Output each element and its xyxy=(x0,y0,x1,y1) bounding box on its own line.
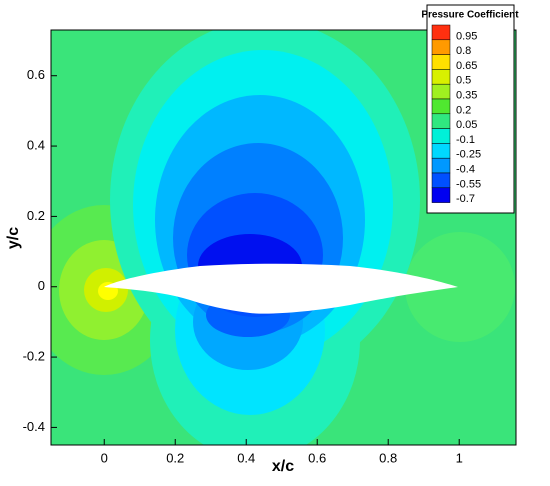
colorbar-label: -0.25 xyxy=(456,149,481,161)
colorbar-label: 0.35 xyxy=(456,90,477,102)
y-tick-label: -0.4 xyxy=(23,419,45,434)
colorbar-swatch xyxy=(431,69,451,85)
colorbar-label: 0.05 xyxy=(456,119,477,131)
colorbar-label: 0.5 xyxy=(456,75,471,87)
y-tick-label: 0 xyxy=(38,278,45,293)
colorbar-swatch xyxy=(431,157,451,174)
y-tick-label: 0.2 xyxy=(27,208,45,223)
colorbar-label: 0.2 xyxy=(456,104,471,116)
colorbar-label: -0.55 xyxy=(456,178,481,190)
colorbar-swatch xyxy=(431,39,451,55)
colorbar-swatch xyxy=(431,128,451,144)
x-tick-label: 0.8 xyxy=(379,450,397,465)
colorbar: Pressure Coefficient 0.95 0.8 0.65 0.5 0.35 0… xyxy=(421,4,519,214)
y-tick-label: -0.2 xyxy=(23,349,45,364)
colorbar-swatch xyxy=(431,83,451,100)
y-tick-label: 0.4 xyxy=(27,137,45,152)
x-tick-label: 0.4 xyxy=(237,450,255,465)
colorbar-swatch xyxy=(431,24,451,41)
colorbar-swatch xyxy=(431,187,451,203)
y-axis-label: y/c xyxy=(5,227,22,249)
airfoil xyxy=(104,263,458,314)
y-tick-label: 0.6 xyxy=(27,67,45,82)
colorbar-swatch xyxy=(431,113,451,129)
x-tick-label: 1 xyxy=(456,450,463,465)
colorbar-label: 0.8 xyxy=(456,45,471,57)
colorbar-label: 0.95 xyxy=(456,30,477,42)
colorbar-label: -0.7 xyxy=(456,193,475,205)
colorbar-swatch xyxy=(431,54,451,70)
x-tick-label: 0.6 xyxy=(308,450,326,465)
colorbar-title: Pressure Coefficient xyxy=(421,10,519,21)
x-axis-label: x/c xyxy=(272,458,294,475)
x-tick-label: 0 xyxy=(101,450,108,465)
x-tick-label: 0.2 xyxy=(166,450,184,465)
colorbar-label: -0.4 xyxy=(456,164,475,176)
colorbar-label: 0.65 xyxy=(456,60,477,72)
colorbar-swatch xyxy=(431,143,451,159)
plot-frame xyxy=(50,29,517,446)
colorbar-swatch xyxy=(431,98,451,115)
colorbar-swatch xyxy=(431,172,451,189)
contour-band xyxy=(405,232,515,342)
colorbar-label: -0.1 xyxy=(456,134,475,146)
